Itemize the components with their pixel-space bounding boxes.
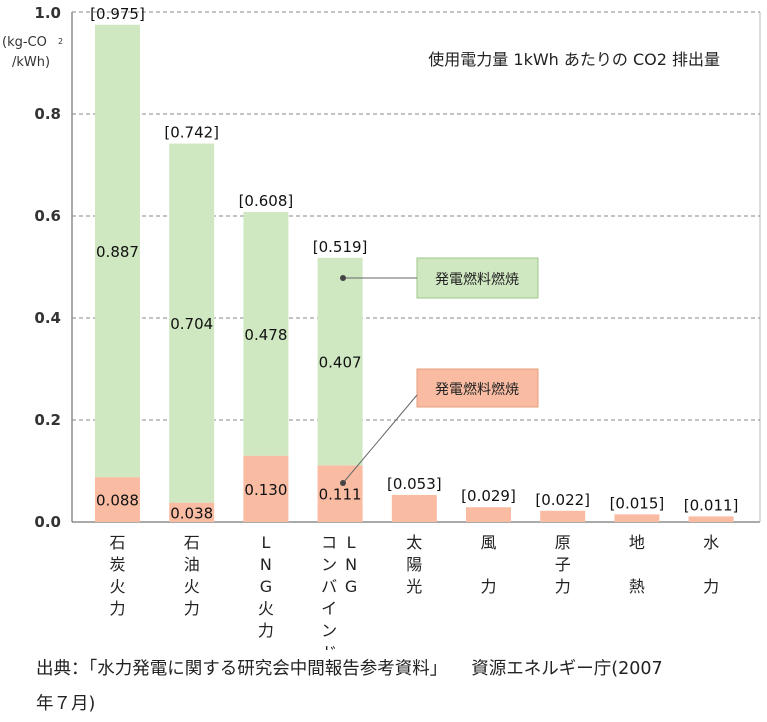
category-label-char: 熱 [629,577,645,596]
category-label-char: 太 [406,533,422,552]
category-label-char: ン [321,621,337,640]
y-axis-label-unit: /kWh) [12,55,50,70]
bar-total-label: [0.742] [164,124,219,142]
legend-dot-bottom [340,480,346,486]
category-label-char: 火 [258,599,274,618]
bar-segment-bottom [95,477,140,522]
bar-total-label: [0.053] [387,475,442,493]
category-label-char: 炭 [109,555,125,574]
y-tick-label: 1.0 [34,4,61,22]
source-publisher: 資源エネルギー庁(2007 [471,659,663,679]
legend-label-top: 発電燃料燃焼 [435,271,519,288]
category-label-char: 火 [109,577,125,596]
category-label-char: コ [321,533,337,552]
bar-total-label: [0.975] [90,5,145,23]
category-label-char: ド [321,643,337,650]
bar-segment-bottom [688,516,734,522]
category-label-char: 地 [629,533,645,552]
bar-total-label: [0.011] [684,496,739,514]
bar-total-label: [0.029] [461,487,516,505]
category-label-char: 陽 [406,555,422,574]
category-label-char: 石 [184,533,200,552]
chart: 0.0 0.2 0.4 0.6 0.8 1.0 (kg-CO 2/kWh) 使用電力量 1kWh… [2,4,761,650]
category-label-char: 風 [480,533,496,552]
bar-segment-top [95,24,140,478]
category-label-char: N [260,555,272,574]
bar-segment-top [317,257,363,466]
category-label-char: 水 [703,533,719,552]
category-label-char: 力 [480,577,496,596]
category-label-char: バ [321,577,337,596]
category-label-char: 力 [109,599,125,618]
category-label-char: 力 [555,577,571,596]
bar-value-label-bottom: 0.130 [244,481,287,499]
bar-total-label: [0.015] [610,494,665,512]
category-label-char: 力 [703,577,719,596]
category-label-char: 油 [184,555,200,574]
legend-leader-bottom [342,394,418,484]
bar-segment-bottom [614,514,660,522]
bar-value-label-top: 0.704 [170,315,213,333]
category-label-char: 力 [184,599,200,618]
bar-segment-top [243,211,289,456]
bar-segment-bottom [317,465,363,522]
legend-label-bottom: 発電燃料燃焼 [435,381,519,398]
category-label-char: ン [321,555,337,574]
y-tick-label: 0.2 [34,411,61,429]
category-label-char: 火 [184,577,200,596]
y-axis-label: (kg-CO [2,35,47,50]
category-label-char: N [345,555,357,574]
bar-total-label: [0.608] [239,192,294,210]
legend-dot-top [340,275,346,281]
y-tick-label: 0.4 [34,309,61,327]
category-label-char: L [261,533,270,552]
bar-value-label-bottom: 0.088 [96,492,139,510]
bar-segment-bottom [540,510,586,522]
category-label-char: 光 [406,577,422,596]
category-label-char: G [260,577,272,596]
bar-value-label-bottom: 0.038 [170,504,213,522]
y-tick-label: 0.6 [34,207,61,225]
bar-segment-top [169,143,215,503]
chart-title: 使用電力量 1kWh あたりの CO2 排出量 [428,50,720,69]
legend-box-top [416,257,539,299]
y-tick-label: 0.8 [34,105,61,123]
category-label-char: 石 [109,533,125,552]
y-axis-label-subscript: 2 [58,37,63,46]
bar-segment-bottom [169,502,215,522]
category-label-char: 力 [258,621,274,640]
bar-segment-bottom [391,494,437,522]
category-label-char: L [347,533,356,552]
bar-value-label-top: 0.887 [96,243,139,261]
bar-segment-bottom [243,455,289,522]
bar-segment-bottom [466,507,511,522]
bar-total-label: [0.022] [535,491,590,509]
source-note: 出典：「水力発電に関する研究会中間報告参考資料」 資源エネルギー庁(2007 年７… [36,652,766,722]
bar-value-label-bottom: 0.111 [319,486,362,504]
category-label-char: 子 [555,555,571,574]
category-label-char: G [345,577,357,596]
source-text: 出典：「水力発電に関する研究会中間報告参考資料」 [36,659,448,679]
bar-total-label: [0.519] [313,238,368,256]
legend-box-bottom [416,368,539,408]
source-date: 年７月) [36,694,96,714]
category-label-char: イ [321,599,337,618]
y-tick-label: 0.0 [34,513,61,531]
bar-value-label-top: 0.407 [319,354,362,372]
category-label-char: 原 [555,533,571,552]
bar-value-label-top: 0.478 [244,326,287,344]
